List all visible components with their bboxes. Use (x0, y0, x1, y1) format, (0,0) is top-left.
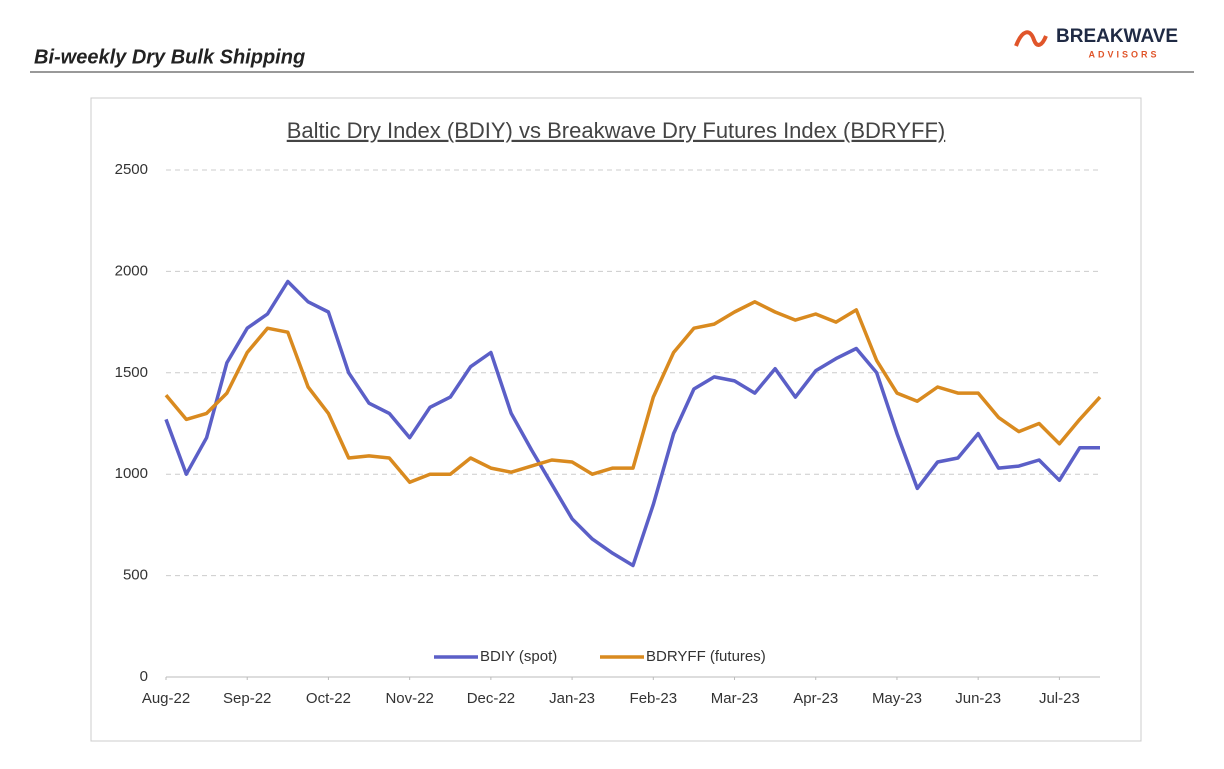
y-tick-label: 500 (123, 567, 148, 584)
y-tick-label: 0 (140, 668, 148, 685)
chart-frame (90, 97, 1142, 742)
x-tick-label: Jan-23 (549, 690, 595, 707)
x-tick-label: Mar-23 (711, 690, 759, 707)
y-tick-label: 1000 (115, 465, 148, 482)
x-tick-label: Sep-22 (223, 690, 271, 707)
series-line (164, 279, 1100, 568)
logo-name: BREAKWAVE (1056, 26, 1178, 47)
series-line (164, 300, 1102, 485)
x-tick-label: Oct-22 (306, 690, 351, 707)
y-tick-label: 2000 (115, 262, 148, 279)
chart-title: Baltic Dry Index (BDIY) vs Breakwave Dry… (287, 118, 946, 143)
legend-label: BDIY (spot) (480, 648, 557, 665)
x-tick-label: May-23 (872, 690, 922, 707)
legend-label: BDRYFF (futures) (646, 648, 766, 665)
y-tick-label: 2500 (115, 161, 148, 178)
logo-sub: ADVISORS (1088, 49, 1159, 59)
x-tick-label: Jul-23 (1039, 690, 1080, 707)
x-tick-label: Jun-23 (955, 690, 1001, 707)
x-tick-label: Nov-22 (385, 690, 433, 707)
x-tick-label: Aug-22 (142, 690, 190, 707)
x-tick-label: Feb-23 (630, 690, 678, 707)
x-tick-label: Dec-22 (467, 690, 515, 707)
page-title: Bi-weekly Dry Bulk Shipping (34, 46, 305, 68)
x-tick-label: Apr-23 (793, 690, 838, 707)
logo-icon (1014, 30, 1048, 47)
y-tick-label: 1500 (115, 364, 148, 381)
